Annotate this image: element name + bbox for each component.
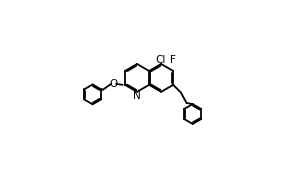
Text: N: N bbox=[132, 91, 140, 101]
Text: Cl: Cl bbox=[155, 55, 165, 65]
Text: O: O bbox=[109, 79, 118, 89]
Text: F: F bbox=[170, 55, 175, 65]
